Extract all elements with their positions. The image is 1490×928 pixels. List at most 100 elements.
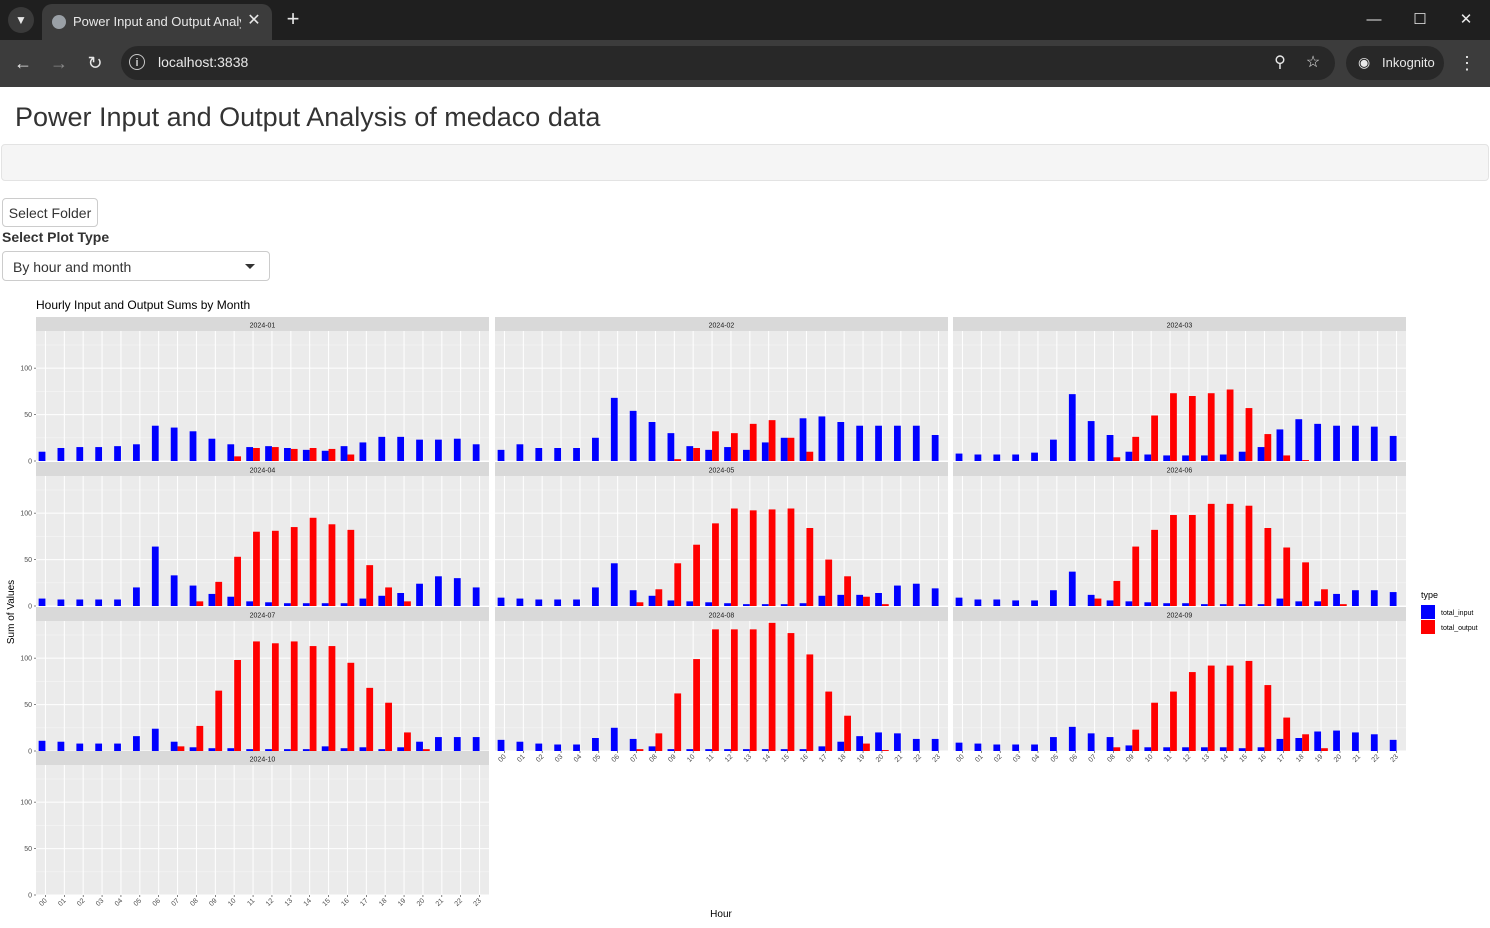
bar-total-input — [1106, 435, 1114, 461]
bar-total-input — [724, 603, 731, 606]
zoom-icon[interactable]: ⚲ — [1274, 54, 1286, 71]
bar-total-input — [818, 595, 826, 606]
incognito-indicator[interactable]: ◉ Inkognito — [1346, 46, 1444, 80]
x-tick-label: 09 — [667, 753, 678, 764]
bar-total-output — [253, 531, 260, 606]
bar-total-input — [151, 728, 159, 751]
bar-total-input — [856, 594, 864, 606]
bar-total-input — [1295, 738, 1303, 751]
facet-panel: 2024-09 00 01 02 03 04 05 06 07 08 09 10 11 12 13 14 15 1… — [953, 607, 1406, 764]
bar-total-input — [189, 585, 197, 606]
sidebar-panel — [1, 144, 1489, 181]
x-tick-label: 01 — [516, 753, 527, 764]
facet-panel: 2024-05 — [495, 462, 948, 607]
bar-total-input — [302, 449, 310, 461]
bar-total-input — [1314, 423, 1322, 461]
y-tick-label: 0 — [28, 893, 32, 900]
chart-title: Hourly Input and Output Sums by Month — [36, 298, 250, 312]
bar-total-input — [894, 425, 901, 461]
browser-tab[interactable]: Power Input and Output Analysis of medac… — [42, 4, 272, 40]
bar-total-output — [422, 749, 430, 751]
bar-total-input — [435, 576, 442, 606]
chevron-down-icon[interactable]: ▼ — [8, 7, 34, 33]
facet-strip-label: 2024-06 — [1167, 468, 1193, 475]
bar-total-output — [196, 725, 204, 751]
legend-title: type — [1421, 590, 1438, 600]
bar-total-output — [347, 529, 355, 606]
x-tick-label: 06 — [152, 897, 163, 908]
x-tick-label: 12 — [724, 753, 735, 764]
bar-total-input — [227, 748, 235, 751]
reload-icon[interactable]: ↻ — [87, 53, 103, 73]
x-tick-label: 15 — [1239, 753, 1250, 764]
minimize-icon[interactable]: — — [1366, 11, 1382, 28]
plot-type-value: By hour and month — [13, 259, 132, 275]
bar-total-input — [686, 749, 694, 751]
plus-icon[interactable]: + — [286, 6, 300, 31]
bar-total-input — [912, 583, 920, 606]
bar-total-input — [1257, 747, 1265, 751]
x-tick-label: 13 — [743, 753, 754, 764]
x-tick-label: 18 — [837, 753, 848, 764]
bar-total-input — [133, 444, 140, 461]
panel-background — [953, 331, 1406, 461]
bar-total-input — [340, 603, 348, 606]
bar-total-input — [648, 595, 656, 606]
close-icon[interactable]: ✕ — [247, 12, 261, 29]
bar-total-input — [1238, 604, 1246, 606]
maximize-icon[interactable]: ☐ — [1413, 11, 1427, 28]
window-close-icon[interactable]: ✕ — [1459, 11, 1473, 28]
bar-total-output — [196, 601, 204, 606]
arrow-right-icon[interactable]: → — [50, 53, 68, 73]
bar-total-input — [1238, 748, 1246, 751]
x-tick-label: 21 — [894, 753, 905, 764]
y-tick-label: 50 — [24, 557, 32, 564]
x-tick-label: 11 — [246, 897, 256, 907]
bar-total-input — [761, 442, 769, 461]
bar-total-input — [321, 746, 329, 751]
bar-total-input — [378, 436, 386, 461]
bar-total-input — [955, 742, 963, 751]
bar-total-output — [234, 660, 241, 751]
url-text[interactable]: localhost:3838 — [158, 54, 249, 70]
bar-total-input — [875, 425, 882, 461]
bar-total-output — [328, 524, 336, 606]
bar-total-input — [114, 599, 121, 606]
bar-total-input — [894, 733, 901, 751]
bar-total-input — [780, 749, 788, 751]
bar-total-output — [290, 641, 298, 751]
bar-total-input — [1389, 739, 1397, 751]
x-tick-label: 09 — [1125, 753, 1136, 764]
bar-total-input — [340, 748, 348, 751]
star-icon[interactable]: ☆ — [1305, 54, 1321, 71]
bar-total-input — [1106, 737, 1114, 751]
info-icon[interactable]: i — [129, 54, 145, 70]
x-tick-label: 15 — [781, 753, 792, 764]
bar-total-input — [648, 746, 656, 751]
bar-total-input — [1050, 590, 1057, 606]
x-tick-label: 21 — [435, 897, 446, 908]
x-tick-label: 00 — [497, 753, 508, 764]
bar-total-input — [993, 744, 1001, 751]
bar-total-input — [453, 737, 461, 751]
x-tick-label: 16 — [1257, 753, 1268, 764]
x-tick-label: 02 — [993, 753, 1004, 764]
caret-down-icon — [245, 264, 255, 269]
bar-total-input — [516, 598, 524, 606]
select-folder-button[interactable]: Select Folder — [2, 198, 98, 227]
bar-total-input — [554, 448, 562, 461]
bar-total-output — [328, 448, 336, 461]
bar-total-input — [1352, 590, 1359, 606]
more-vertical-icon[interactable]: ⋮ — [1458, 53, 1476, 73]
bar-total-output — [730, 629, 738, 751]
bar-total-input — [993, 599, 1001, 606]
plot-type-select[interactable]: By hour and month — [2, 251, 270, 281]
bar-total-input — [1276, 738, 1284, 751]
arrow-left-icon[interactable]: ← — [14, 53, 32, 73]
x-axis-label: Hour — [710, 909, 732, 920]
bar-total-input — [761, 604, 769, 606]
x-tick-label: 23 — [473, 897, 484, 908]
bar-total-output — [1151, 529, 1158, 606]
bar-total-input — [114, 446, 121, 461]
address-bar[interactable]: i localhost:3838 ⚲ ☆ — [121, 46, 1335, 80]
